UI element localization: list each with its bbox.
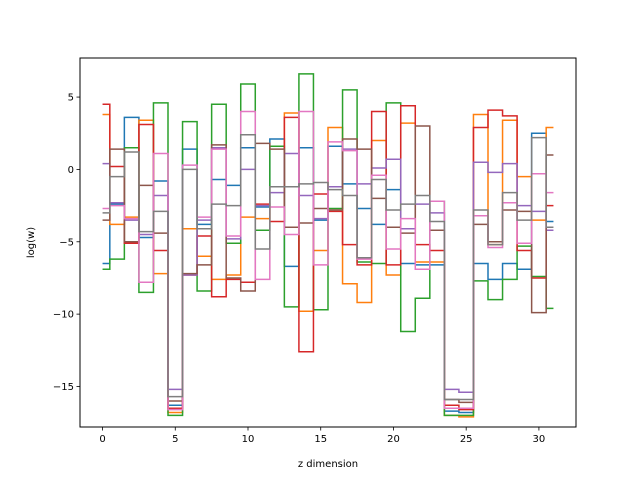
y-tick-label: 0 <box>68 165 74 176</box>
y-axis-label: log(w) <box>26 227 37 258</box>
series-line-7 <box>102 110 554 411</box>
y-tick-label: −15 <box>53 382 74 393</box>
x-tick-label: 20 <box>387 434 400 445</box>
y-tick-label: 5 <box>68 93 74 104</box>
series-line-8 <box>102 133 554 401</box>
y-tick-label: −5 <box>59 237 74 248</box>
tick-layer: 0 5 10 15 20 25 30 5 0 −5 −10 −15 <box>53 93 545 445</box>
series-line-3 <box>102 73 554 417</box>
x-tick-label: 25 <box>460 434 473 445</box>
plot-area-frame <box>79 57 577 428</box>
x-tick-label: 15 <box>314 434 327 445</box>
y-tick-label: −10 <box>53 310 74 321</box>
series-layer <box>102 73 554 418</box>
x-tick-label: 10 <box>242 434 255 445</box>
x-tick-label: 30 <box>533 434 546 445</box>
x-tick-label: 5 <box>172 434 178 445</box>
x-axis-label: z dimension <box>298 459 358 470</box>
x-tick-label: 0 <box>99 434 105 445</box>
